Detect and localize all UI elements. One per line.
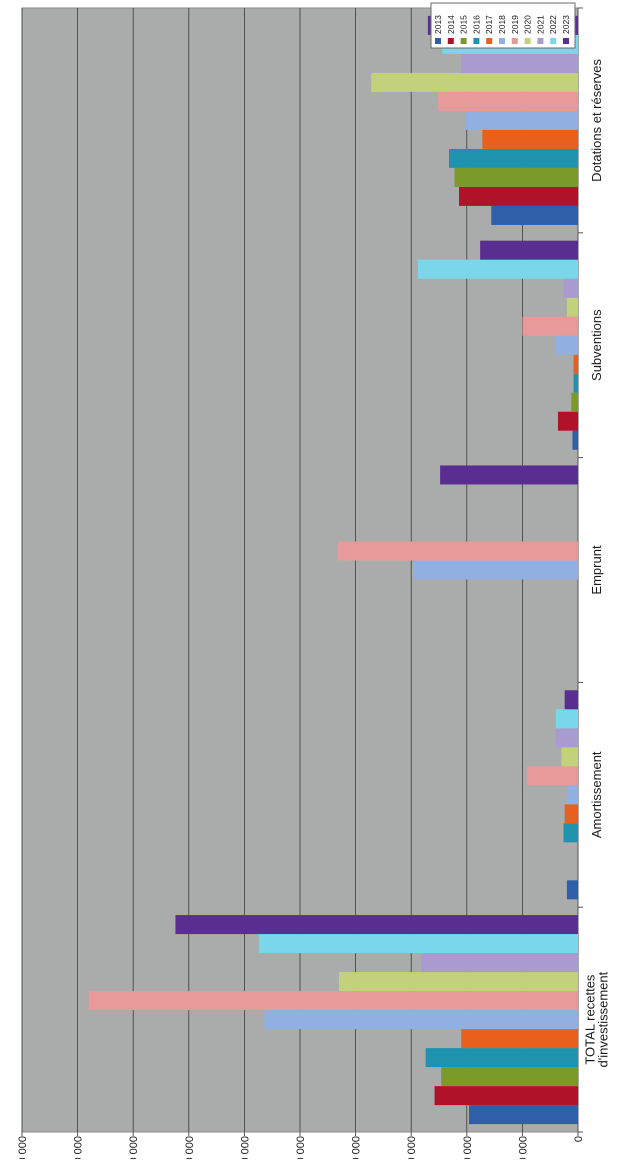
bar-2019 xyxy=(522,316,578,336)
value-tick-label: 1 000 000 xyxy=(462,1136,474,1159)
bar-2014 xyxy=(557,411,578,431)
legend-label: 2017 xyxy=(484,15,494,34)
value-tick-label: 2 000 000 xyxy=(351,1136,363,1159)
bar-2020 xyxy=(338,972,578,992)
legend-swatch xyxy=(563,38,569,44)
value-tick-label: 500 000 xyxy=(517,1136,529,1159)
legend-swatch xyxy=(550,38,557,44)
bar-2022 xyxy=(258,934,578,954)
bar-2013 xyxy=(469,1105,578,1125)
bar-2014 xyxy=(434,1086,578,1106)
bar-2015 xyxy=(454,167,578,187)
bar-2015 xyxy=(571,392,578,412)
bar-2018 xyxy=(566,785,578,805)
bar-2022 xyxy=(417,259,578,279)
value-tick-label: 3 000 000 xyxy=(239,1136,251,1159)
bar-2018 xyxy=(465,110,578,130)
bar-2018 xyxy=(413,560,578,580)
legend-label: 2015 xyxy=(459,15,469,34)
value-tick-label: 1 500 000 xyxy=(406,1136,418,1159)
value-tick-label: 0 xyxy=(573,1136,585,1142)
bar-2019 xyxy=(88,991,578,1011)
bar-2016 xyxy=(449,148,578,168)
legend-label: 2013 xyxy=(433,15,443,34)
bar-2016 xyxy=(425,1048,578,1068)
value-tick-label: 2 500 000 xyxy=(295,1136,307,1159)
bar-2021 xyxy=(421,953,578,973)
bar-2013 xyxy=(572,430,578,450)
bar-2014 xyxy=(459,186,578,206)
value-tick-label: 5 000 000 xyxy=(17,1136,29,1159)
value-tick-label: 4 500 000 xyxy=(73,1136,85,1159)
legend-label: 2018 xyxy=(497,15,507,34)
legend-label: 2014 xyxy=(446,15,456,34)
bar-2017 xyxy=(461,1029,578,1049)
legend-swatch xyxy=(537,38,544,44)
legend-swatch xyxy=(511,38,518,44)
bar-2017 xyxy=(573,354,578,374)
bar-2019 xyxy=(526,766,578,786)
bar-2017 xyxy=(482,129,578,149)
category-label: Subventions xyxy=(589,309,604,381)
category-label: TOTAL recettes xyxy=(583,974,598,1065)
legend-label: 2022 xyxy=(548,15,558,34)
category-label: d'investissement xyxy=(596,971,611,1067)
bar-2017 xyxy=(564,804,578,824)
legend-swatch xyxy=(524,38,531,44)
bar-2020 xyxy=(561,747,578,767)
legend-swatch xyxy=(486,38,493,44)
value-tick-label: 4 000 000 xyxy=(128,1136,140,1159)
bar-2021 xyxy=(461,53,578,73)
bar-2015 xyxy=(441,1067,578,1087)
legend-label: 2019 xyxy=(510,15,520,34)
bar-2023 xyxy=(440,465,578,485)
legend-label: 2021 xyxy=(535,15,545,34)
legend-label: 2020 xyxy=(523,15,533,34)
bar-2023 xyxy=(564,690,578,710)
category-label: Amortissement xyxy=(589,751,604,838)
legend-swatch xyxy=(447,38,454,44)
legend-swatch xyxy=(499,38,505,44)
legend-label: 2023 xyxy=(561,15,571,34)
bar-2023 xyxy=(175,915,578,935)
bar-2021 xyxy=(555,728,578,748)
bar-2013 xyxy=(566,880,578,900)
bar-2018 xyxy=(555,335,578,355)
legend-swatch xyxy=(435,38,441,44)
bar-2020 xyxy=(371,72,578,92)
bar-2021 xyxy=(563,278,578,298)
bar-2023 xyxy=(480,240,578,260)
bar-2013 xyxy=(491,205,578,225)
bar-2016 xyxy=(563,823,578,843)
bar-2019 xyxy=(437,91,578,111)
bar-2016 xyxy=(573,373,578,393)
bar-2018 xyxy=(264,1010,578,1030)
bar-2022 xyxy=(555,709,578,729)
category-label: Dotations et réserves xyxy=(589,58,604,181)
bar-2019 xyxy=(337,541,578,561)
value-tick-label: 3 500 000 xyxy=(184,1136,196,1159)
legend-swatch xyxy=(460,38,467,44)
legend-label: 2016 xyxy=(471,15,481,34)
category-label: Emprunt xyxy=(589,545,604,595)
legend-swatch xyxy=(473,38,480,44)
bar-2020 xyxy=(566,297,578,317)
